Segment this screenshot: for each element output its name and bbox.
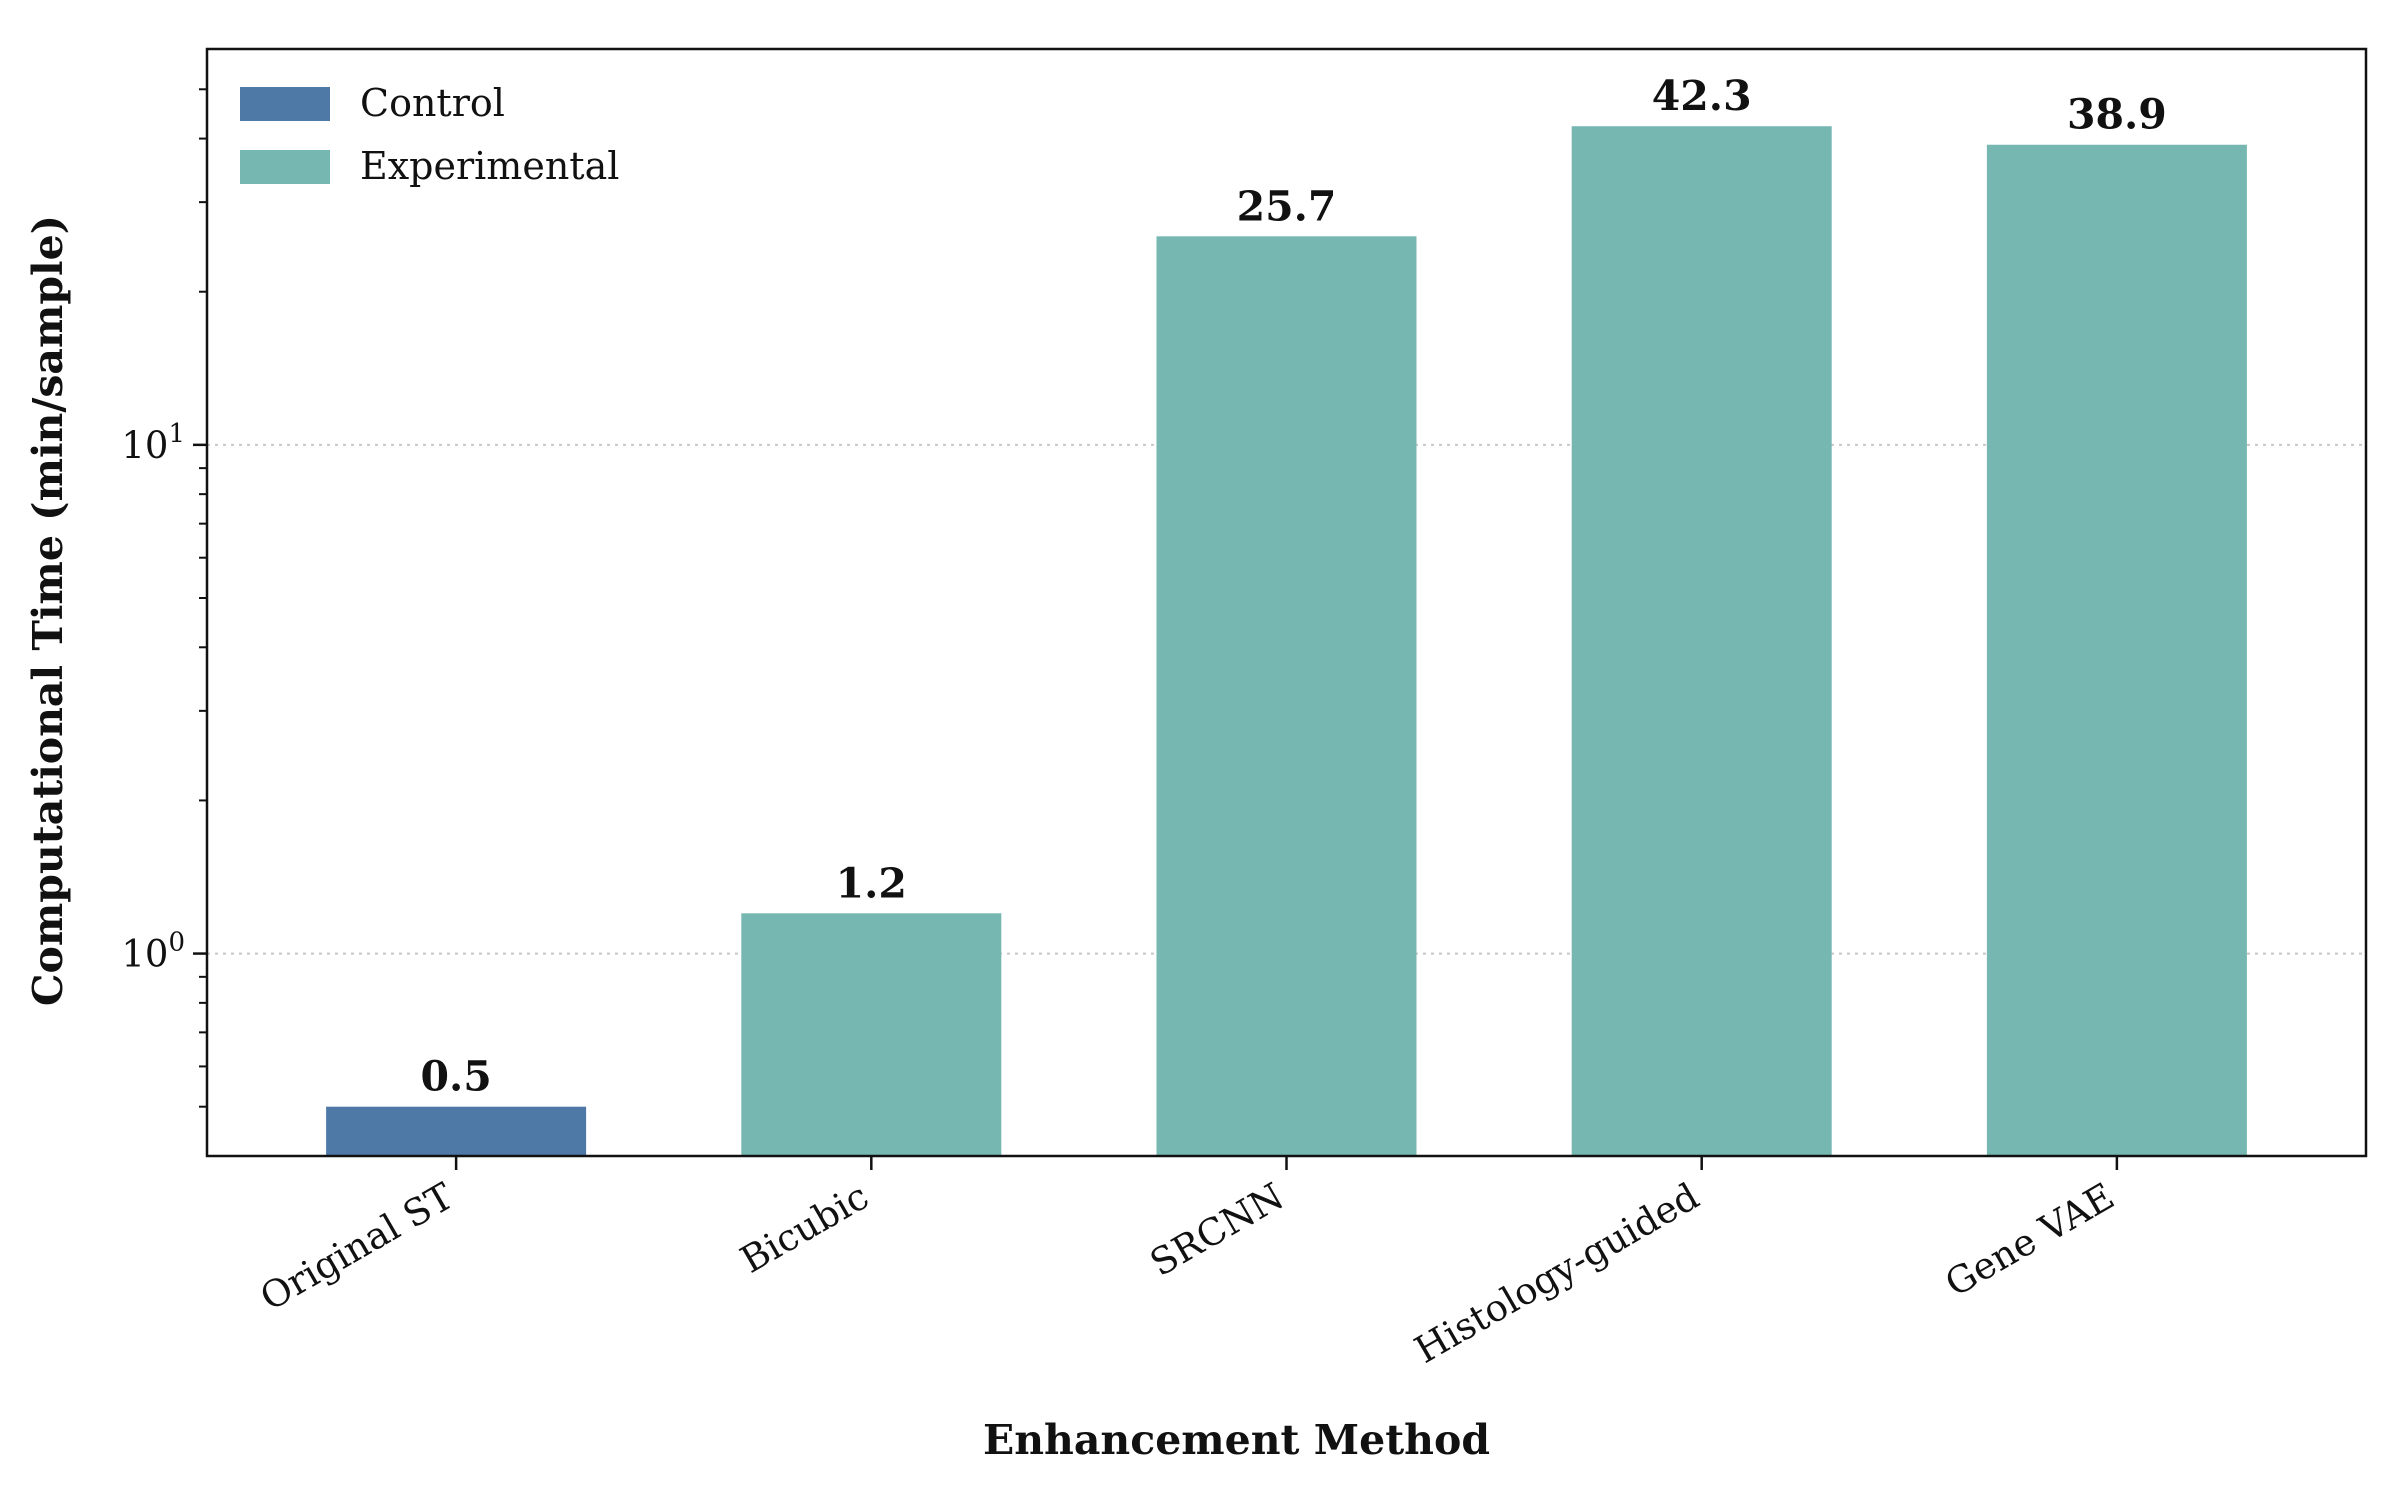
data-label: 1.2: [836, 859, 907, 907]
legend: Control Experimental: [240, 81, 619, 188]
x-tick-label: Gene VAE: [1938, 1175, 2121, 1306]
bar-gene-vae: [1986, 144, 2247, 1156]
y-axis: 100 101: [121, 88, 207, 1108]
x-tick-label: SRCNN: [1143, 1175, 1291, 1285]
bar-original-st: [326, 1106, 587, 1156]
bars: [326, 126, 2247, 1156]
x-tick-label: Bicubic: [733, 1175, 876, 1282]
x-axis: Original ST Bicubic SRCNN Histology-guided G…: [253, 1156, 2121, 1372]
x-tick-label: Original ST: [253, 1174, 461, 1319]
bar-srcnn: [1156, 236, 1417, 1156]
data-label: 38.9: [2067, 91, 2167, 139]
x-tick-label: Histology-guided: [1408, 1175, 1707, 1372]
y-tick-label: 100: [121, 928, 185, 976]
legend-swatch-control: [240, 87, 330, 121]
data-label: 0.5: [420, 1053, 491, 1101]
data-labels: 0.5 1.2 25.7 42.3 38.9: [420, 72, 2166, 1100]
data-label: 42.3: [1652, 72, 1752, 120]
bar-histology-guided: [1571, 126, 1832, 1156]
x-axis-title: Enhancement Method: [983, 1416, 1490, 1464]
legend-label: Control: [360, 81, 505, 125]
legend-swatch-experimental: [240, 150, 330, 184]
y-tick-label: 101: [121, 419, 185, 467]
y-axis-title: Computational Time (min/sample): [24, 215, 72, 1006]
data-label: 25.7: [1237, 182, 1337, 230]
bar-bicubic: [741, 913, 1002, 1156]
legend-label: Experimental: [360, 144, 619, 188]
